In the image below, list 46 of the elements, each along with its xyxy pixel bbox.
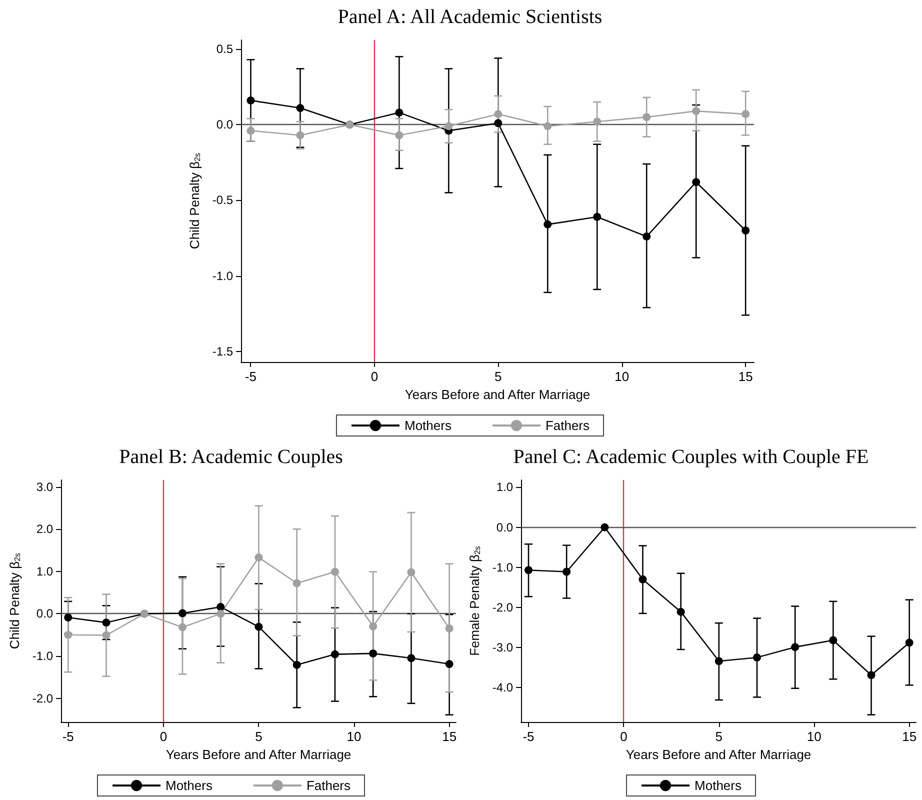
x-tick-label: 5 — [494, 369, 502, 384]
x-axis-title: Years Before and After Marriage — [626, 746, 812, 762]
chart-title: Panel C: Academic Couples with Couple FE — [513, 446, 869, 468]
y-axis-title: Female Penalty β2s — [467, 546, 482, 656]
y-axis-title: Child Penalty β2s — [187, 152, 202, 250]
x-axis-title: Years Before and After Marriage — [166, 746, 352, 762]
y-tick-label: -3.0 — [492, 640, 514, 654]
legend-label: Fathers — [306, 778, 352, 793]
x-tick-label: -5 — [62, 729, 74, 744]
y-tick-label: 0.0 — [496, 520, 514, 534]
y-tick-label: -2.0 — [32, 691, 54, 706]
y-tick-label: 0.5 — [216, 42, 234, 56]
x-tick-label: 15 — [902, 729, 917, 744]
x-axis-title: Years Before and After Marriage — [404, 386, 590, 402]
y-tick-label: 0.0 — [216, 118, 234, 132]
y-tick-label: -1.5 — [212, 344, 234, 358]
x-tick-label: -5 — [244, 369, 257, 384]
legend-label: Mothers — [165, 778, 213, 793]
y-axis-title: Child Penalty β2s — [7, 552, 22, 650]
x-tick-label: 15 — [738, 369, 753, 384]
x-tick-label: 0 — [370, 369, 378, 384]
y-tick-label: 2.0 — [36, 522, 54, 536]
legend-label: Fathers — [545, 418, 590, 433]
x-tick-label: 0 — [160, 729, 168, 744]
x-tick-label: -5 — [522, 729, 534, 744]
x-tick-label: 10 — [346, 729, 362, 744]
x-tick-label: 0 — [620, 729, 628, 744]
x-tick-label: 5 — [255, 729, 262, 744]
y-tick-label: -2.0 — [492, 600, 514, 614]
x-tick-label: 10 — [614, 369, 630, 384]
legend-label: Mothers — [694, 778, 742, 793]
x-tick-label: 10 — [806, 729, 822, 744]
y-tick-label: 1.0 — [496, 480, 514, 494]
y-tick-label: -1.0 — [492, 560, 514, 574]
y-tick-label: 1.0 — [36, 564, 54, 578]
y-tick-label: -1.0 — [32, 649, 54, 663]
legend-label: Mothers — [404, 418, 452, 433]
x-tick-label: 5 — [715, 729, 723, 744]
x-tick-label: 15 — [442, 729, 457, 744]
y-tick-label: 0.0 — [36, 606, 54, 621]
chart-title: Panel B: Academic Couples — [119, 446, 344, 468]
y-tick-label: -4.0 — [492, 680, 514, 695]
chart-title: Panel A: All Academic Scientists — [338, 6, 602, 28]
y-tick-label: -1.0 — [212, 268, 234, 283]
y-tick-label: 3.0 — [36, 480, 54, 494]
y-tick-label: -0.5 — [212, 193, 234, 208]
